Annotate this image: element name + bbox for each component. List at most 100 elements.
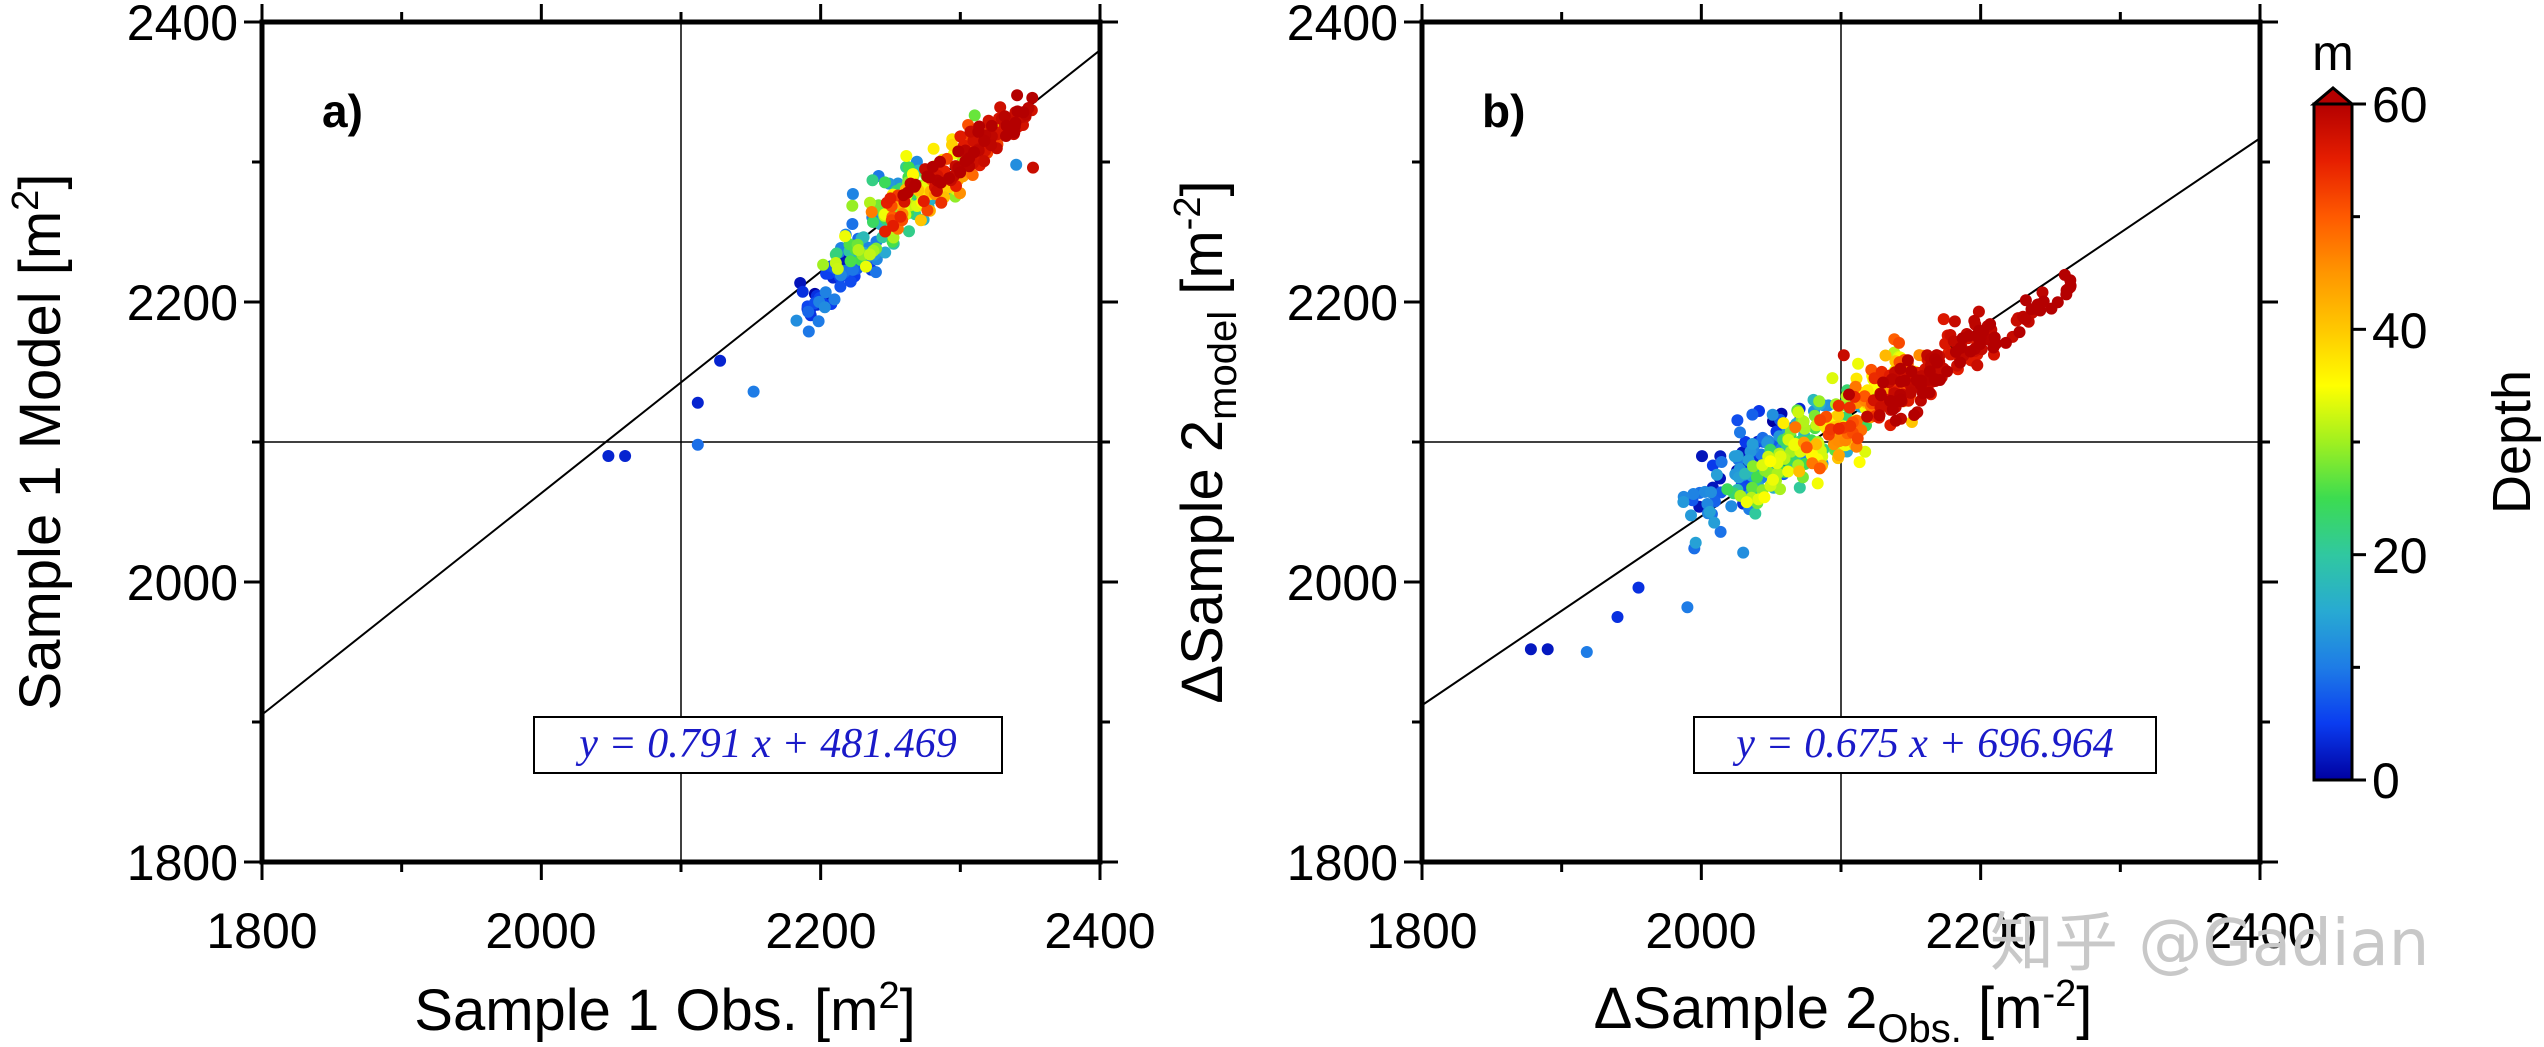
panel-a-data-point <box>914 214 927 227</box>
panel-a-y-axis-title: Sample 1 Model [m2] <box>5 174 73 711</box>
panel-a-ticks <box>244 4 1118 880</box>
panel-a-data-point <box>923 171 936 184</box>
panel-b-y-tick-label: 2200 <box>1287 275 1398 331</box>
panel-a-data-point <box>796 285 809 298</box>
panel-a-data-point <box>790 314 803 327</box>
panel-b-data-point <box>1789 421 1802 434</box>
panel-b-data-point <box>1948 315 1961 328</box>
watermark: 知乎 @Gadian <box>1990 907 2429 981</box>
panel-a-data-point <box>869 266 882 279</box>
panel-b-data-point <box>2013 326 2026 339</box>
panel-b-data-point <box>1758 491 1771 504</box>
panel-b-data-point <box>1788 439 1801 451</box>
panel-b-data-point <box>1843 388 1855 401</box>
panel-b-data-point <box>2062 283 2074 296</box>
panel-a-data-point <box>846 188 859 200</box>
panel-a-data-point <box>852 244 865 256</box>
panel-b-data-point <box>1877 376 1890 389</box>
panel-b-data-point <box>1858 390 1871 403</box>
panel-b-data-point <box>2019 313 2032 326</box>
panel-b-data-point <box>1826 372 1839 385</box>
panel-a-data-point <box>1009 116 1022 129</box>
panel-a-data-point <box>978 155 991 168</box>
panel-a-data-point <box>802 305 815 318</box>
panel-b-data-point <box>1905 365 1918 378</box>
panel-a-x-axis-title: Sample 1 Obs. [m2] <box>414 975 915 1043</box>
panel-b-data-point <box>1811 477 1824 490</box>
panel-a-data-point <box>714 354 727 367</box>
panel-a-y-tick-label: 1800 <box>127 835 238 891</box>
panel-a-data-point <box>834 280 847 293</box>
panel-b-data-point <box>1687 488 1700 500</box>
panel-a-data-point <box>954 166 967 179</box>
panel-a-data-point <box>818 301 831 314</box>
panel-b-data-point <box>2036 286 2049 299</box>
panel-b-x-tick-label: 2400 <box>2204 903 2315 959</box>
panel-a-data-point <box>860 260 872 273</box>
panel-b-data-point <box>2030 303 2043 315</box>
panel-a-data-point <box>994 101 1007 114</box>
panel-b-data-point <box>1767 473 1779 486</box>
panel-a-data-point <box>829 248 842 261</box>
panel-a-data-point <box>879 246 892 259</box>
panel-b-data-point <box>1737 546 1750 559</box>
panel-b-x-tick-label: 1800 <box>1366 903 1477 959</box>
panel-b-y-tick-label: 2400 <box>1287 0 1398 51</box>
panel-b-data-point <box>1703 505 1716 518</box>
panel-b-data-point <box>1747 460 1759 473</box>
panel-b-data-point <box>1852 357 1865 370</box>
panel-b-x-axis-title: ΔSample 2Obs. [m-2] <box>1594 973 2093 1047</box>
panel-b-data-point <box>1766 408 1779 421</box>
panel-b-data-point <box>1989 337 2002 350</box>
panel-b-data-point <box>1832 409 1845 422</box>
colorbar-tick-label: 40 <box>2372 303 2428 359</box>
panel-b-data-point <box>1972 305 1985 318</box>
panel-a-data-point <box>927 142 940 155</box>
panel-a-data-point <box>926 160 939 173</box>
panel-b-equation-box <box>1693 716 2157 774</box>
panel-b-data-point <box>1904 386 1917 399</box>
panel-a-data-point <box>867 216 879 228</box>
panel-a-data-point <box>908 180 921 193</box>
panel-b-data-point <box>1968 314 1981 327</box>
panel-a-data-point <box>1010 158 1023 171</box>
panel-b-data-point <box>1853 456 1866 469</box>
panel-b-data-point <box>1810 438 1823 451</box>
panel-b-data-point <box>1964 345 1977 358</box>
panel-a-scatter: a) y = 0.791 x + 481.469 1800 2000 2200 … <box>5 0 1156 1043</box>
panel-b-data-point <box>1884 394 1897 407</box>
panel-b-data-point <box>1746 438 1759 450</box>
panel-b-data-point <box>1937 313 1950 326</box>
panel-a-data-point <box>917 195 930 208</box>
panel-a-data-point <box>1000 130 1012 142</box>
colorbar-title: Depth <box>2482 370 2542 514</box>
panel-b-data-point <box>1740 496 1753 509</box>
panel-b-data-point <box>1746 408 1759 421</box>
panel-b-data-point <box>1714 525 1727 538</box>
panel-b-y-tick-label: 2000 <box>1287 555 1398 611</box>
panel-b-data-point <box>1774 483 1786 496</box>
panel-b-data-point <box>1793 481 1806 494</box>
panel-a-points <box>602 89 1039 462</box>
panel-a-label: a) <box>322 85 363 137</box>
panel-a-data-point <box>828 293 841 306</box>
colorbar-unit: m <box>2312 25 2354 81</box>
panel-b-data-point <box>1710 468 1723 481</box>
panel-b-data-point <box>1708 516 1721 529</box>
panel-b-data-point <box>1611 611 1624 623</box>
panel-b-equation: y = 0.675 x + 696.964 <box>1732 721 2113 767</box>
panel-a-data-point <box>968 146 981 159</box>
panel-a-data-point <box>844 255 857 268</box>
panel-a-data-point <box>973 120 986 133</box>
colorbar-tick-label: 20 <box>2372 528 2428 584</box>
panel-a-data-point <box>866 174 879 187</box>
panel-b-data-point <box>1859 445 1872 458</box>
panel-b-points <box>1524 268 2077 658</box>
panel-b-data-point <box>1879 349 1892 362</box>
panel-b-data-point <box>1721 483 1734 496</box>
panel-b-data-point <box>1889 414 1902 427</box>
panel-b-data-point <box>1580 646 1593 658</box>
panel-a-data-point <box>1026 91 1039 104</box>
panel-b-data-point <box>2051 296 2064 309</box>
panel-a-data-point <box>935 196 948 209</box>
